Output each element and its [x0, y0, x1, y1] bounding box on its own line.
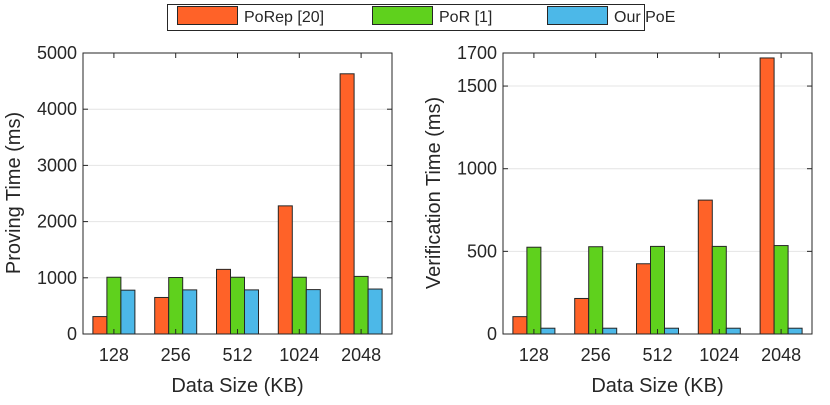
bar-porep-256: [154, 296, 170, 335]
y-tick-label: 0: [67, 324, 77, 344]
bar-poe-512: [664, 327, 679, 335]
legend-swatch-poe: [547, 6, 608, 25]
x-tick-label: 2048: [341, 345, 381, 365]
x-tick-label: 1024: [699, 345, 739, 365]
x-tick-label: 256: [161, 345, 191, 365]
bar-porep-1024: [277, 205, 293, 335]
x-tick-label: 128: [99, 345, 129, 365]
bar-por-1024: [291, 276, 307, 335]
bar-poe-256: [602, 327, 618, 335]
legend-swatch-por: [372, 6, 433, 25]
bar-porep-1024: [697, 199, 713, 335]
bar-poe-2048: [787, 327, 803, 335]
bar-por-128: [526, 246, 542, 335]
bar-poe-1024: [725, 327, 741, 335]
x-tick-label: 1024: [279, 345, 319, 365]
y-tick-label: 0: [487, 324, 497, 344]
x-tick-label: 256: [581, 345, 611, 365]
proving-time-chart: 0 1000 2000 3000 4000 5000 128 256 512 1024 2048 Da…: [3, 43, 393, 397]
x-tick-label: 512: [642, 345, 672, 365]
axes-frame: [82, 52, 393, 335]
y-axis-label: Proving Time (ms): [3, 112, 25, 274]
bar-por-512: [650, 245, 665, 335]
bar-porep-512: [636, 263, 651, 335]
bar-por-256: [588, 246, 604, 335]
x-tick-label: 2048: [761, 345, 801, 365]
y-tick-label: 1500: [457, 76, 497, 96]
bar-poe-1024: [305, 289, 321, 335]
verification-time-chart: 0 500 1000 1500 1700 128 256 512 1024 2048 Data Si…: [423, 43, 813, 397]
bar-por-2048: [353, 275, 369, 335]
legend-swatch-porep: [177, 6, 238, 25]
x-axis-label: Data Size (KB): [591, 375, 723, 397]
y-tick-label: 5000: [37, 43, 77, 63]
legend-label-por: PoR [1]: [439, 9, 492, 26]
x-tick-label: 512: [222, 345, 252, 365]
bar-poe-2048: [367, 288, 383, 335]
bar-porep-512: [216, 268, 231, 335]
y-tick-label: 500: [467, 241, 497, 261]
axes-frame: [502, 52, 813, 335]
bar-poe-128: [120, 289, 136, 335]
y-tick-label: 4000: [37, 99, 77, 119]
y-tick-label: 2000: [37, 212, 77, 232]
bar-porep-2048: [759, 57, 775, 335]
bar-por-128: [106, 276, 122, 335]
y-tick-label: 1700: [457, 43, 497, 63]
bar-porep-2048: [339, 73, 355, 335]
bar-por-256: [168, 277, 184, 335]
bar-porep-128: [92, 316, 108, 335]
bar-poe-512: [244, 289, 259, 335]
bar-por-512: [230, 276, 245, 335]
bar-poe-128: [540, 327, 556, 335]
legend: PoRep [20] PoR [1] Our PoE: [167, 4, 675, 31]
legend-label-porep: PoRep [20]: [244, 9, 324, 26]
bar-por-1024: [711, 245, 727, 335]
legend-label-poe: Our PoE: [614, 9, 675, 26]
y-tick-label: 1000: [37, 268, 77, 288]
x-axis-label: Data Size (KB): [171, 375, 303, 397]
bar-poe-256: [182, 289, 198, 335]
y-tick-label: 3000: [37, 155, 77, 175]
x-tick-label: 128: [519, 345, 549, 365]
bar-porep-128: [512, 316, 528, 335]
y-axis-label: Verification Time (ms): [423, 97, 445, 289]
bar-por-2048: [773, 245, 789, 335]
y-tick-label: 1000: [457, 159, 497, 179]
bar-porep-256: [574, 297, 590, 335]
